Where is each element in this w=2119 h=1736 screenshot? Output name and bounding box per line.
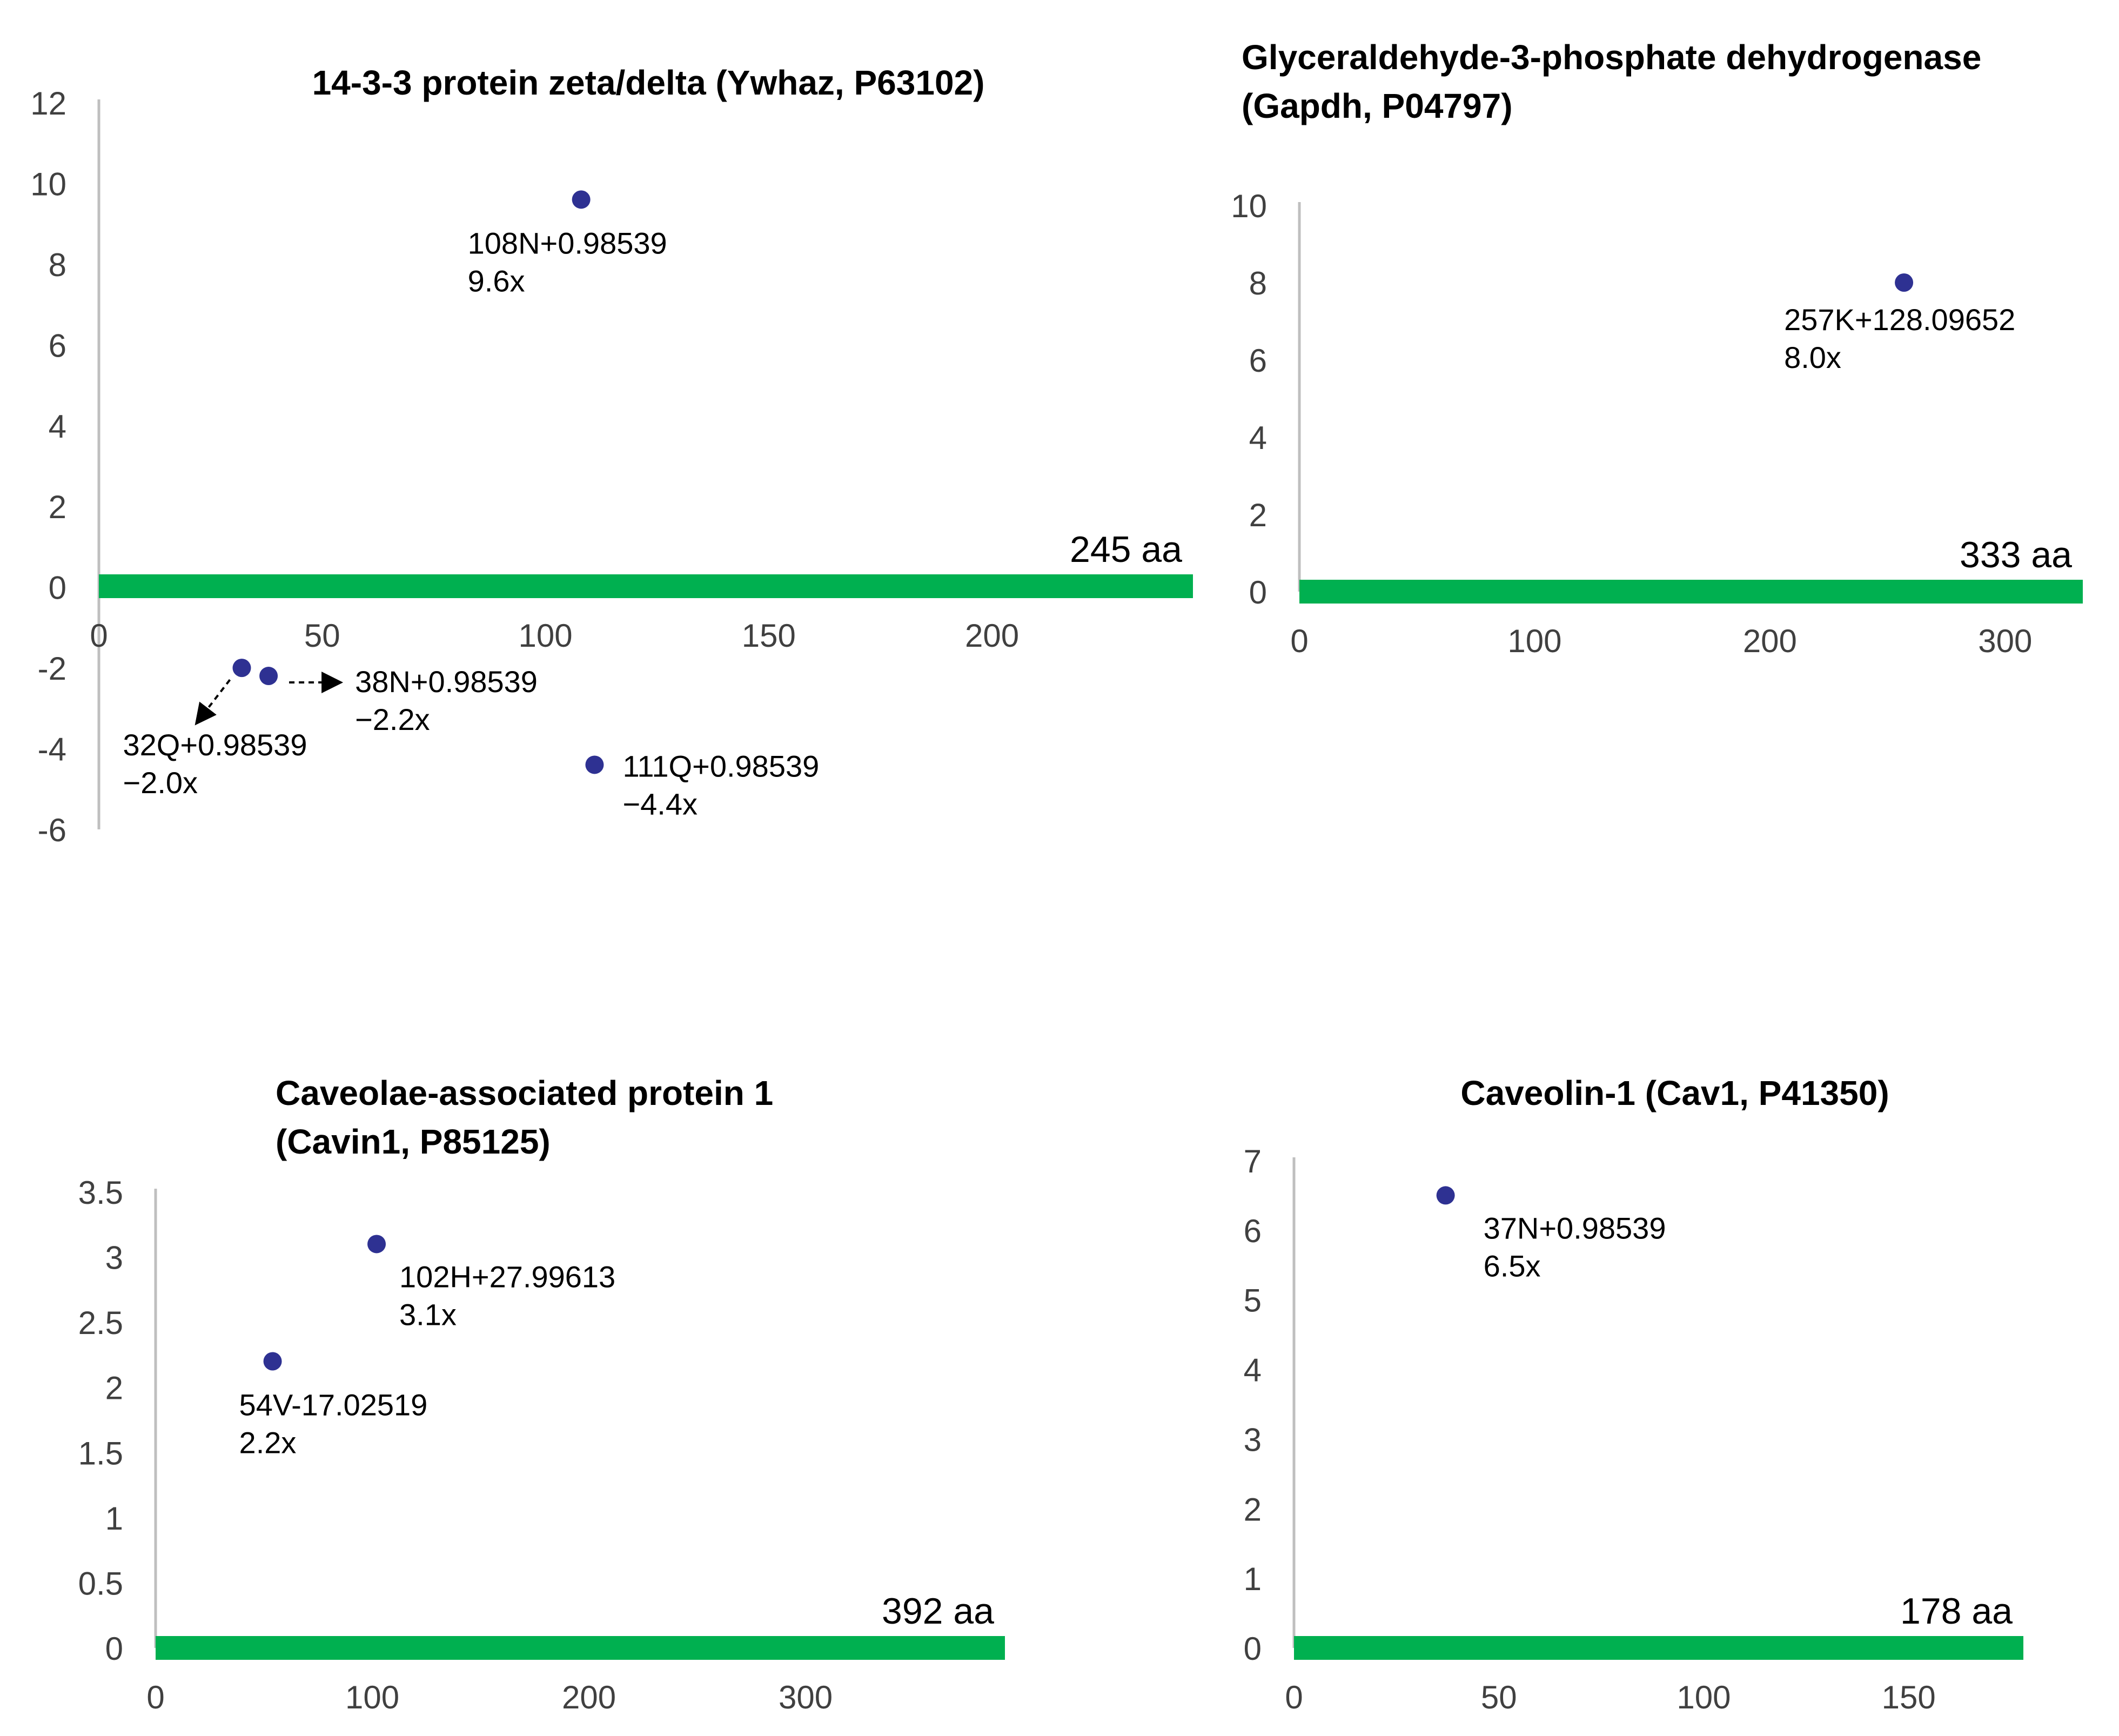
x-tick-label: 150 [1882, 1679, 1936, 1715]
x-tick-label: 100 [518, 618, 572, 654]
point-site-label: 257K+128.09652 [1784, 303, 2015, 337]
y-tick-label: 0 [1249, 574, 1267, 611]
point-site-label: 54V-17.02519 [239, 1388, 428, 1422]
data-point [572, 190, 591, 209]
y-tick-label: 10 [1231, 188, 1267, 224]
chart-title: Glyceraldehyde-3-phosphate dehydrogenase [1242, 38, 1981, 77]
y-tick-label: 4 [1249, 420, 1267, 456]
y-tick-label: 0 [105, 1631, 123, 1667]
data-point [1895, 273, 1914, 292]
y-tick-label: 3 [105, 1240, 123, 1276]
chart-title: Caveolae-associated protein 1 [276, 1074, 773, 1112]
protein-length-bar [99, 574, 1193, 598]
point-fold-label: 9.6x [468, 264, 525, 298]
y-tick-label: 6 [49, 327, 66, 364]
point-fold-label: 6.5x [1484, 1249, 1541, 1283]
y-tick-label: 2 [105, 1370, 123, 1406]
y-tick-label: 2.5 [78, 1305, 123, 1341]
x-tick-label: 100 [1507, 623, 1561, 659]
y-tick-label: 3 [1244, 1422, 1262, 1458]
x-tick-label: 0 [1290, 623, 1308, 659]
x-tick-label: 300 [779, 1679, 833, 1715]
point-fold-label: −2.0x [123, 766, 198, 800]
chart-title: 14-3-3 protein zeta/delta (Ywhaz, P63102… [312, 63, 985, 102]
chart-panel-4: Caveolin-1 (Cav1, P41350) 0 1 2 3 4 5 6 7 178 aa 0… [1244, 1074, 2023, 1715]
x-tick-label: 100 [1677, 1679, 1731, 1715]
x-tick-label: 0 [1285, 1679, 1303, 1715]
x-tick-label: 0 [146, 1679, 164, 1715]
y-tick-label: -4 [38, 732, 66, 768]
chart-panel-2: Glyceraldehyde-3-phosphate dehydrogenase… [1231, 38, 2083, 659]
data-point [1436, 1186, 1455, 1205]
y-tick-label: 1.5 [78, 1435, 123, 1471]
y-tick-label: 1 [105, 1500, 123, 1537]
x-tick-label: 200 [965, 618, 1019, 654]
point-fold-label: −4.4x [622, 787, 698, 821]
y-tick-label: 0.5 [78, 1565, 123, 1601]
y-tick-label: 1 [1244, 1561, 1262, 1597]
x-tick-label: 200 [1743, 623, 1797, 659]
annotation-arrow [195, 679, 231, 726]
point-fold-label: 2.2x [239, 1425, 297, 1459]
data-point [232, 659, 251, 678]
y-tick-label: 2 [49, 489, 66, 525]
point-site-label: 32Q+0.98539 [123, 728, 307, 762]
point-site-label: 102H+27.99613 [399, 1259, 615, 1293]
y-tick-label: 0 [1244, 1631, 1262, 1667]
x-tick-label: 150 [742, 618, 796, 654]
y-tick-label: 5 [1244, 1283, 1262, 1319]
point-site-label: 38N+0.98539 [355, 665, 538, 699]
protein-length-bar [1299, 580, 2083, 604]
point-fold-label: −2.2x [355, 702, 430, 736]
data-point [585, 755, 604, 774]
protein-length-label: 178 aa [1900, 1591, 2013, 1632]
protein-length-label: 245 aa [1070, 529, 1182, 570]
chart-panel-3: Caveolae-associated protein 1 (Cavin1, P8… [78, 1074, 1005, 1715]
y-tick-label: 6 [1249, 343, 1267, 379]
y-tick-label: 4 [49, 408, 66, 445]
point-fold-label: 8.0x [1784, 340, 1841, 374]
y-tick-label: -6 [38, 812, 66, 848]
x-tick-label: 200 [562, 1679, 616, 1715]
point-fold-label: 3.1x [399, 1297, 457, 1331]
chart-title: (Gapdh, P04797) [1242, 86, 1513, 125]
y-tick-label: 0 [49, 570, 66, 606]
x-tick-label: 50 [1481, 1679, 1517, 1715]
x-tick-label: 300 [1978, 623, 2032, 659]
y-tick-label: 2 [1244, 1491, 1262, 1527]
y-tick-label: 6 [1244, 1213, 1262, 1249]
point-site-label: 108N+0.98539 [468, 226, 667, 260]
y-tick-label: 12 [30, 85, 66, 122]
point-site-label: 111Q+0.98539 [622, 749, 819, 783]
x-tick-label: 50 [304, 618, 340, 654]
data-point [263, 1352, 282, 1371]
protein-length-bar [1294, 1636, 2023, 1660]
y-tick-label: 3.5 [78, 1175, 123, 1211]
data-point [259, 667, 278, 686]
data-point [367, 1235, 386, 1254]
y-tick-label: -2 [38, 651, 66, 687]
protein-length-label: 333 aa [1960, 534, 2072, 575]
x-tick-label: 0 [90, 618, 108, 654]
point-site-label: 37N+0.98539 [1484, 1211, 1666, 1245]
y-tick-label: 2 [1249, 497, 1267, 533]
y-tick-label: 8 [1249, 265, 1267, 301]
chart-panel-1: 14-3-3 protein zeta/delta (Ywhaz, P63102… [30, 63, 1193, 848]
y-tick-label: 7 [1244, 1143, 1262, 1179]
chart-title: (Cavin1, P85125) [276, 1122, 551, 1161]
x-tick-label: 100 [345, 1679, 399, 1715]
protein-length-bar [156, 1636, 1005, 1660]
protein-length-label: 392 aa [882, 1591, 994, 1632]
y-tick-label: 10 [30, 166, 66, 202]
chart-title: Caveolin-1 (Cav1, P41350) [1460, 1074, 1889, 1112]
y-tick-label: 8 [49, 247, 66, 283]
y-tick-label: 4 [1244, 1352, 1262, 1389]
